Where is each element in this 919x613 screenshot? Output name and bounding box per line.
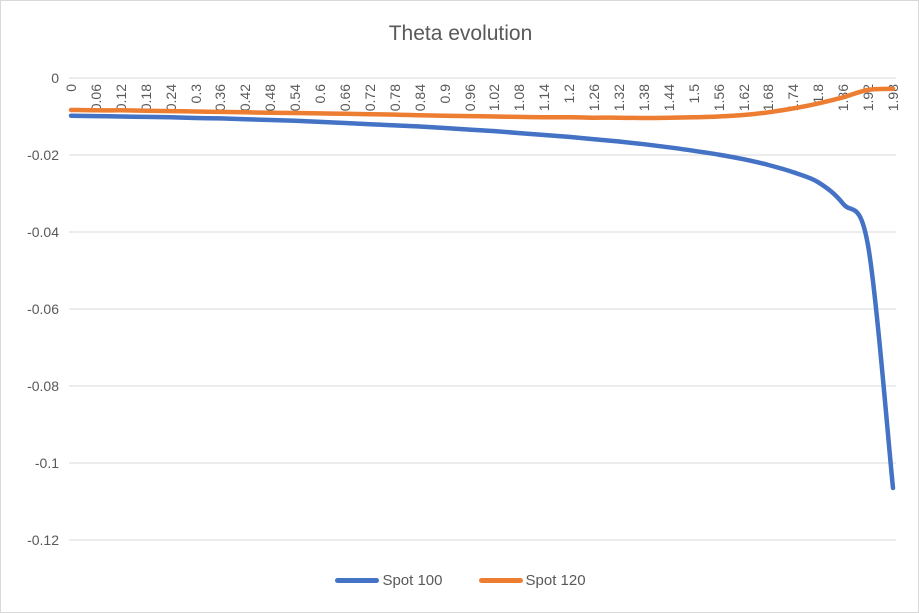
y-axis-label: -0.08 [27, 378, 59, 394]
x-axis-label: 1.5 [685, 84, 702, 104]
x-axis-label: 0.36 [212, 84, 229, 112]
y-axis-label: -0.12 [27, 532, 59, 548]
legend: Spot 100 Spot 120 [1, 572, 918, 589]
x-axis-label: 1.8 [810, 84, 827, 104]
x-axis-label: 0.24 [162, 84, 179, 112]
legend-label: Spot 100 [382, 572, 443, 589]
x-axis-label: 0.18 [137, 84, 154, 112]
x-axis-label: 0.12 [112, 84, 129, 112]
legend-item-spot-120: Spot 120 [478, 572, 586, 589]
y-axis-label: -0.06 [27, 301, 59, 317]
y-axis-label: -0.1 [34, 455, 59, 471]
y-axis-label: 0 [51, 70, 59, 86]
x-axis-label: 0.96 [461, 84, 478, 112]
y-axis-label: -0.04 [27, 224, 59, 240]
x-axis-label: 0.6 [312, 84, 329, 104]
x-axis-label: 1.98 [885, 84, 901, 112]
x-axis-label: 0.72 [361, 84, 378, 112]
x-axis-label: 1.38 [635, 84, 652, 112]
x-axis-label: 1.26 [586, 84, 603, 112]
y-axis-label: -0.02 [27, 147, 59, 163]
x-axis-label: 1.2 [561, 84, 578, 104]
x-axis-label: 1.32 [611, 84, 627, 112]
x-axis-label: 1.74 [785, 84, 802, 112]
x-axis-label: 0 [63, 84, 79, 92]
x-axis-label: 0.48 [262, 84, 279, 112]
chart-title: Theta evolution [388, 22, 533, 45]
legend-swatch-spot-120 [478, 578, 523, 583]
legend-label: Spot 120 [525, 572, 586, 589]
x-axis-label: 0.78 [386, 84, 403, 112]
x-axis-label: 0.66 [337, 84, 353, 112]
x-axis-label: 0.06 [87, 84, 104, 112]
x-axis-label: 1.44 [660, 84, 677, 112]
x-axis-label: 1.14 [536, 84, 553, 112]
x-axis-label: 0.84 [411, 84, 428, 112]
x-axis-label: 1.08 [511, 84, 528, 112]
x-axis-label: 1.68 [760, 84, 777, 112]
x-axis-label: 0.9 [436, 84, 453, 104]
x-axis-label: 0.54 [287, 84, 304, 112]
x-axis-label: 1.02 [486, 84, 503, 112]
series-line-spot-100 [68, 113, 896, 491]
x-axis-label: 1.56 [710, 84, 727, 112]
x-axis-label: 1.92 [860, 84, 877, 112]
legend-item-spot-100: Spot 100 [335, 572, 443, 589]
x-axis-label: 0.3 [187, 84, 204, 104]
x-axis-label: 0.42 [237, 84, 254, 112]
x-axis-label: 1.62 [735, 84, 752, 112]
legend-swatch-spot-100 [335, 578, 380, 583]
x-axis-label: 1.86 [835, 84, 852, 112]
